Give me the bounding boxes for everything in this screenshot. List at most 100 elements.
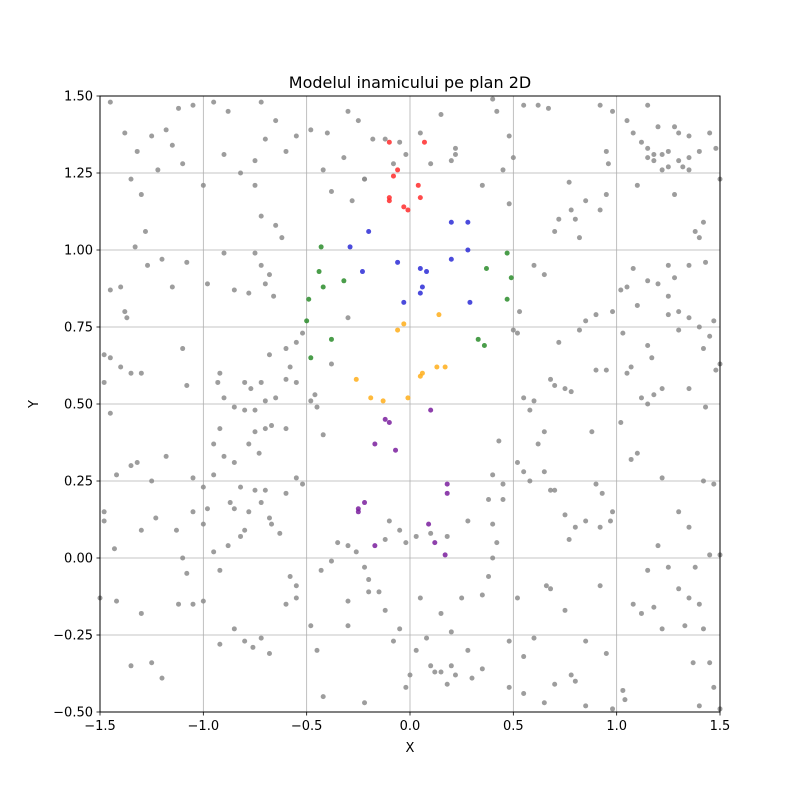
data-point (252, 250, 258, 256)
data-point (176, 105, 182, 111)
data-point (651, 604, 657, 610)
data-point (417, 290, 423, 296)
data-point (603, 192, 609, 198)
data-point (382, 537, 388, 543)
data-point (328, 336, 334, 342)
data-point (362, 564, 368, 570)
data-point (696, 703, 702, 709)
data-point (432, 540, 438, 546)
data-point (562, 512, 568, 518)
data-point (308, 127, 314, 133)
data-point (248, 386, 254, 392)
data-point (190, 601, 196, 607)
data-point (452, 152, 458, 158)
y-tick-label: 0.25 (64, 475, 93, 490)
data-point (401, 321, 407, 327)
data-point (252, 407, 258, 413)
data-point (405, 395, 411, 401)
data-point (200, 521, 206, 527)
data-point (711, 684, 717, 690)
data-point (300, 481, 306, 487)
data-point (273, 395, 279, 401)
y-tick-label: 1.00 (64, 244, 93, 259)
data-point (252, 429, 258, 435)
data-point (659, 386, 665, 392)
data-point (324, 130, 330, 136)
data-point (610, 108, 616, 114)
data-point (659, 626, 665, 632)
data-point (610, 509, 616, 515)
data-point (521, 395, 527, 401)
data-point (221, 152, 227, 158)
data-point (283, 376, 289, 382)
data-point (293, 583, 299, 589)
data-point (438, 610, 444, 616)
data-point (572, 216, 578, 222)
data-point (521, 691, 527, 697)
data-point (372, 543, 378, 549)
data-point (382, 607, 388, 613)
data-point (624, 118, 630, 124)
data-point (262, 487, 268, 493)
data-point (659, 475, 665, 481)
data-point (279, 235, 285, 241)
data-point (238, 533, 244, 539)
data-point (424, 635, 430, 641)
data-point (417, 265, 423, 271)
data-point (628, 456, 634, 462)
data-point (262, 136, 268, 142)
data-point (469, 675, 475, 681)
data-point (504, 250, 510, 256)
data-point (173, 527, 179, 533)
data-point (122, 309, 128, 315)
data-point (266, 650, 272, 656)
data-point (366, 589, 372, 595)
data-point (304, 318, 310, 324)
data-point (713, 367, 719, 373)
y-tick-label: −0.50 (53, 706, 93, 721)
data-point (426, 521, 432, 527)
data-point (589, 429, 595, 435)
data-point (390, 161, 396, 167)
data-point (552, 681, 558, 687)
data-point (552, 383, 558, 389)
data-point (618, 287, 624, 293)
data-point (448, 629, 454, 635)
data-point (603, 148, 609, 154)
data-point (128, 463, 134, 469)
data-point (444, 681, 450, 687)
data-point (583, 518, 589, 524)
series-2 (347, 219, 473, 305)
data-point (634, 450, 640, 456)
data-point (645, 102, 651, 108)
data-point (149, 478, 155, 484)
data-point (238, 484, 244, 490)
data-point (132, 244, 138, 250)
data-point (707, 552, 713, 558)
data-point (459, 595, 465, 601)
data-point (686, 155, 692, 161)
data-point (184, 570, 190, 576)
data-point (308, 355, 314, 361)
data-point (711, 318, 717, 324)
data-point (665, 312, 671, 318)
data-point (246, 290, 252, 296)
data-point (568, 672, 574, 678)
data-point (138, 610, 144, 616)
data-point (432, 669, 438, 675)
data-point (149, 660, 155, 666)
data-point (221, 250, 227, 256)
data-point (273, 118, 279, 124)
data-point (258, 262, 264, 268)
data-point (138, 370, 144, 376)
data-point (341, 155, 347, 161)
data-point (269, 521, 275, 527)
data-point (514, 330, 520, 336)
data-point (442, 552, 448, 558)
data-point (490, 472, 496, 478)
data-point (483, 265, 489, 271)
data-point (576, 327, 582, 333)
data-point (283, 601, 289, 607)
data-point (118, 364, 124, 370)
data-point (293, 379, 299, 385)
